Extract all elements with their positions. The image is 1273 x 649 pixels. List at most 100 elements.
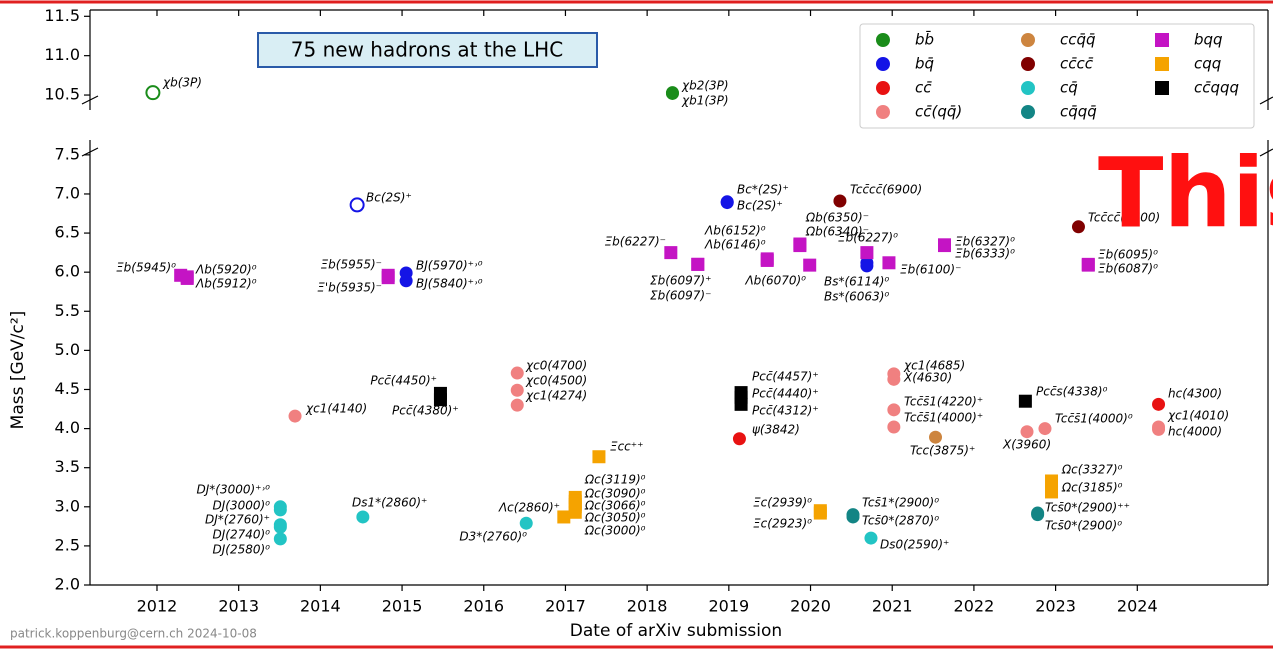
point-label: Λb(5920)⁰ (195, 263, 257, 277)
point-label: Bc(2S)⁺ (366, 191, 412, 205)
legend-label: cc̄qqq (1194, 79, 1239, 97)
point (381, 271, 395, 285)
point-label: Tcs̄0*(2900)⁰ (1045, 519, 1122, 533)
x-tick-label: 2023 (1035, 597, 1076, 616)
point-label: Λb(6070)⁰ (744, 274, 806, 288)
point-label: χc1(4140) (305, 402, 367, 416)
point-label: Tcc̄cc̄(6900) (850, 183, 922, 197)
point-label: Tcs̄1*(2900)⁰ (862, 496, 939, 510)
point (557, 510, 571, 524)
y-tick-label: 2.0 (55, 575, 80, 594)
point-label: Ds1*(2860)⁺ (352, 496, 427, 510)
point (813, 506, 827, 520)
point (803, 258, 817, 272)
point-label: Tcc̄s̄1(4000)⁰ (1055, 412, 1133, 426)
point-label: BJ(5840)⁺˒⁰ (416, 277, 483, 291)
y-tick-label: 4.5 (55, 379, 80, 398)
point-label: Bs*(6114)⁰ (824, 275, 889, 289)
x-tick-label: 2016 (463, 597, 504, 616)
point-label: χb1(3P) (681, 94, 729, 108)
y-axis-label: Mass [GeV/c²] (8, 311, 28, 430)
point-label: Ds0(2590)⁺ (880, 538, 949, 552)
legend-label: cc̄cc̄ (1060, 55, 1094, 73)
point-label: Ξb(6333)⁰ (955, 247, 1015, 261)
x-tick-label: 2022 (954, 597, 995, 616)
x-tick-label: 2015 (382, 597, 423, 616)
x-tick-label: 2014 (300, 597, 341, 616)
point-label: Pcc̄(4312)⁺ (752, 404, 819, 418)
point-label: Tcs̄0*(2870)⁰ (862, 514, 939, 528)
point-label: DJ*(3000)⁺˒⁰ (196, 483, 270, 497)
point-label: Tcc̄s̄1(4220)⁺ (904, 395, 983, 409)
point (519, 516, 533, 530)
point-label: Ξ'b(5935)⁻ (317, 281, 382, 295)
point-label: Bs*(6063)⁰ (824, 290, 889, 304)
point (1038, 422, 1052, 436)
x-tick-label: 2018 (627, 597, 668, 616)
point (1155, 33, 1169, 47)
point-label: χb2(3P) (681, 79, 729, 93)
point (665, 86, 679, 100)
point (433, 393, 447, 407)
point (887, 420, 901, 434)
y-tick-label: 11.0 (44, 45, 80, 64)
legend-label: bqq (1194, 31, 1223, 49)
legend-label: cq̄qq̄ (1060, 103, 1097, 121)
y-tick-label: 7.5 (55, 144, 80, 163)
footer: patrick.koppenburg@cern.ch 2024-10-08 (10, 627, 257, 641)
point (887, 403, 901, 417)
point (1021, 105, 1035, 119)
point (273, 532, 287, 546)
point-label: Σb(6097)⁻ (650, 289, 711, 303)
point-label: Ξb(6327)⁰ (955, 235, 1015, 249)
point-label: DJ(2580)⁰ (213, 543, 271, 557)
point-label: Σb(6097)⁺ (650, 274, 711, 288)
point-label: χc1(4010) (1167, 409, 1229, 423)
point-label: DJ(3000)⁰ (213, 499, 271, 513)
legend-label: cc̄(qq̄) (915, 103, 962, 121)
axis-break (1259, 148, 1273, 157)
point-label: Ξc(2923)⁰ (753, 517, 812, 531)
point-label: Ωc(3066)⁰ (584, 499, 646, 513)
x-tick-label: 2019 (708, 597, 749, 616)
point (882, 256, 896, 270)
axis-break (1259, 96, 1273, 105)
point (887, 372, 901, 386)
point-label: Ξb(6227)⁰ (838, 231, 898, 245)
y-tick-label: 3.0 (55, 496, 80, 515)
point-label: ψ(3842) (752, 423, 800, 437)
point (937, 239, 951, 253)
point (734, 397, 748, 411)
point-label: Pcc̄(4457)⁺ (752, 370, 819, 384)
y-tick-label: 6.5 (55, 223, 80, 242)
point-label: Λb(5912)⁰ (195, 277, 257, 291)
title-box (257, 32, 598, 68)
point (1155, 81, 1169, 95)
point-label: Ωb(6350)⁻ (805, 211, 869, 225)
point (720, 196, 734, 210)
y-tick-label: 7.0 (55, 183, 80, 202)
point-label: Pcc̄s(4338)⁰ (1036, 385, 1108, 399)
legend-label: bb̄ (915, 30, 934, 49)
point-label: Pcc̄(4450)⁺ (370, 374, 437, 388)
point-label: Ωc(3050)⁰ (584, 511, 646, 525)
point (1071, 220, 1085, 234)
point (691, 257, 705, 271)
point (288, 409, 302, 423)
point-label: Ξb(6100)⁻ (900, 263, 961, 277)
point (356, 510, 370, 524)
point (864, 531, 878, 545)
point (349, 197, 365, 213)
legend-label: bq̄ (915, 55, 934, 73)
y-tick-label: 4.0 (55, 418, 80, 437)
point (1020, 425, 1034, 439)
point (1081, 258, 1095, 272)
point-label: Pcc̄(4440)⁺ (752, 387, 819, 401)
point-label: Ξcc⁺⁺ (610, 440, 643, 454)
point-label: Ξb(5945)⁰ (116, 261, 176, 275)
point (180, 271, 194, 285)
x-tick-label: 2017 (545, 597, 586, 616)
point (145, 85, 161, 101)
point (860, 246, 874, 260)
point-label: Λb(6152)⁰ (704, 224, 766, 238)
